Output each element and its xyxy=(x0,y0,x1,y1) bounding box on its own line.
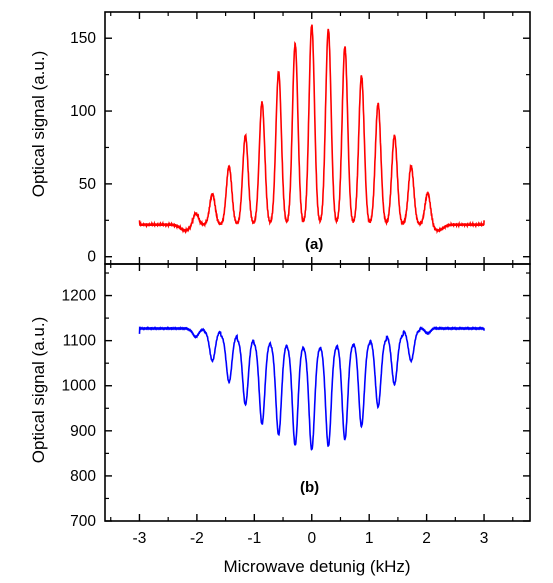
x-tick-label: 3 xyxy=(480,530,489,547)
y-tick-label-a: 0 xyxy=(87,249,96,266)
y-tick-label-b: 900 xyxy=(70,423,96,440)
y-tick-label-b: 1200 xyxy=(62,288,97,305)
y-tick-label-a: 150 xyxy=(70,30,96,47)
y-tick-label-b: 1100 xyxy=(63,333,97,350)
x-tick-label: -1 xyxy=(247,530,261,547)
y-tick-label-a: 50 xyxy=(79,176,97,193)
x-tick-label: 1 xyxy=(365,530,374,547)
panel-a-tag: (a) xyxy=(305,236,323,253)
y-axis-label-a: Optical signal (a.u.) xyxy=(29,51,48,197)
x-tick-label: 0 xyxy=(307,530,316,547)
x-tick-label: -2 xyxy=(190,530,204,547)
y-tick-label-b: 800 xyxy=(70,468,96,485)
panel-b-blue-trace xyxy=(138,325,485,451)
y-axis-label-b: Optical signal (a.u.) xyxy=(29,317,48,463)
panel-b-frame xyxy=(104,263,531,522)
panel-b-tag: (b) xyxy=(300,479,319,496)
y-tick-label-b: 1000 xyxy=(62,378,97,395)
panel-b-ticks: 700 800 900 1000 1100 1200 -3 -2 -1 0 1 2 3 xyxy=(62,264,530,547)
panel-a-red-trace xyxy=(138,24,485,235)
y-tick-label-a: 100 xyxy=(70,103,96,120)
x-tick-label: 2 xyxy=(422,530,431,547)
y-tick-label-b: 700 xyxy=(70,513,96,530)
x-axis-label: Microwave detunig (kHz) xyxy=(223,557,410,576)
x-tick-label: -3 xyxy=(133,530,147,547)
panel-a-ticks: 0 50 100 150 xyxy=(70,12,530,266)
